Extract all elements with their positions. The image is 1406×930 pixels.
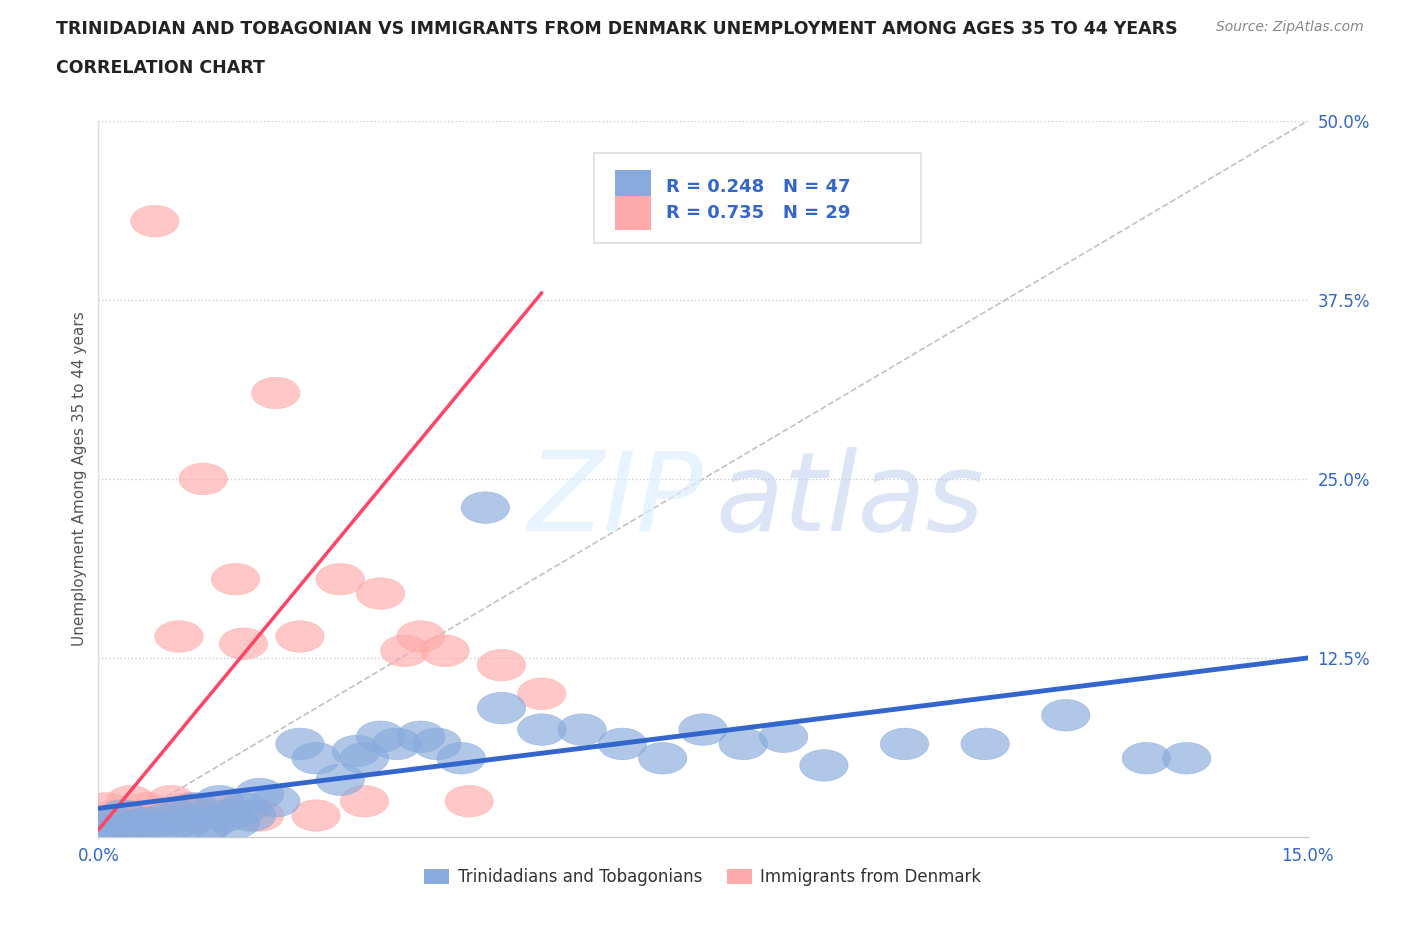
Ellipse shape (131, 206, 179, 237)
Ellipse shape (179, 814, 228, 845)
Ellipse shape (638, 742, 688, 774)
Ellipse shape (252, 378, 299, 409)
Ellipse shape (598, 728, 647, 760)
Ellipse shape (155, 620, 204, 652)
Ellipse shape (316, 764, 364, 795)
Ellipse shape (98, 800, 146, 831)
Ellipse shape (211, 564, 260, 595)
Ellipse shape (558, 714, 606, 745)
Ellipse shape (172, 800, 219, 831)
Ellipse shape (1163, 742, 1211, 774)
FancyBboxPatch shape (595, 153, 921, 243)
Ellipse shape (356, 721, 405, 752)
Ellipse shape (381, 635, 429, 667)
Ellipse shape (219, 628, 267, 659)
Ellipse shape (477, 692, 526, 724)
Ellipse shape (139, 800, 187, 831)
Ellipse shape (517, 714, 567, 745)
Ellipse shape (718, 728, 768, 760)
Legend: Trinidadians and Tobagonians, Immigrants from Denmark: Trinidadians and Tobagonians, Immigrants… (418, 862, 988, 893)
Ellipse shape (1122, 742, 1171, 774)
Ellipse shape (90, 807, 139, 839)
Ellipse shape (679, 714, 727, 745)
Ellipse shape (195, 786, 243, 817)
Ellipse shape (316, 564, 364, 595)
Ellipse shape (219, 792, 267, 824)
FancyBboxPatch shape (614, 169, 651, 204)
Ellipse shape (155, 800, 204, 831)
Ellipse shape (107, 814, 155, 845)
Ellipse shape (332, 736, 381, 767)
Ellipse shape (461, 492, 509, 524)
Ellipse shape (187, 807, 235, 839)
Ellipse shape (446, 786, 494, 817)
Ellipse shape (880, 728, 929, 760)
Ellipse shape (356, 578, 405, 609)
Ellipse shape (139, 804, 187, 835)
Ellipse shape (131, 814, 179, 845)
Ellipse shape (340, 786, 388, 817)
Ellipse shape (228, 800, 276, 831)
Ellipse shape (437, 742, 485, 774)
Ellipse shape (235, 778, 284, 810)
Ellipse shape (172, 792, 219, 824)
Ellipse shape (83, 792, 131, 824)
Ellipse shape (1042, 699, 1090, 731)
Ellipse shape (122, 807, 172, 839)
Ellipse shape (420, 635, 470, 667)
Ellipse shape (235, 800, 284, 831)
Text: ZIP: ZIP (527, 447, 703, 554)
Ellipse shape (340, 742, 388, 774)
Ellipse shape (114, 800, 163, 831)
Ellipse shape (163, 807, 211, 839)
FancyBboxPatch shape (614, 196, 651, 231)
Ellipse shape (195, 792, 243, 824)
Ellipse shape (211, 807, 260, 839)
Ellipse shape (252, 786, 299, 817)
Ellipse shape (163, 792, 211, 824)
Ellipse shape (276, 620, 325, 652)
Ellipse shape (373, 728, 420, 760)
Ellipse shape (292, 742, 340, 774)
Ellipse shape (276, 728, 325, 760)
Ellipse shape (146, 786, 195, 817)
Text: Source: ZipAtlas.com: Source: ZipAtlas.com (1216, 20, 1364, 34)
Text: atlas: atlas (716, 447, 984, 554)
Text: R = 0.735   N = 29: R = 0.735 N = 29 (665, 205, 849, 222)
Ellipse shape (98, 814, 146, 845)
Ellipse shape (107, 786, 155, 817)
Ellipse shape (517, 678, 567, 710)
Ellipse shape (90, 800, 139, 831)
Ellipse shape (292, 800, 340, 831)
Ellipse shape (800, 750, 848, 781)
Text: CORRELATION CHART: CORRELATION CHART (56, 59, 266, 76)
Ellipse shape (98, 807, 146, 839)
Ellipse shape (122, 792, 172, 824)
Ellipse shape (179, 463, 228, 495)
Y-axis label: Unemployment Among Ages 35 to 44 years: Unemployment Among Ages 35 to 44 years (72, 312, 87, 646)
Ellipse shape (413, 728, 461, 760)
Ellipse shape (83, 814, 131, 845)
Ellipse shape (759, 721, 808, 752)
Text: R = 0.248   N = 47: R = 0.248 N = 47 (665, 178, 851, 196)
Ellipse shape (960, 728, 1010, 760)
Ellipse shape (114, 810, 163, 842)
Ellipse shape (204, 800, 252, 831)
Text: TRINIDADIAN AND TOBAGONIAN VS IMMIGRANTS FROM DENMARK UNEMPLOYMENT AMONG AGES 35: TRINIDADIAN AND TOBAGONIAN VS IMMIGRANTS… (56, 20, 1178, 38)
Ellipse shape (146, 810, 195, 842)
Ellipse shape (396, 721, 446, 752)
Ellipse shape (396, 620, 446, 652)
Ellipse shape (477, 649, 526, 681)
